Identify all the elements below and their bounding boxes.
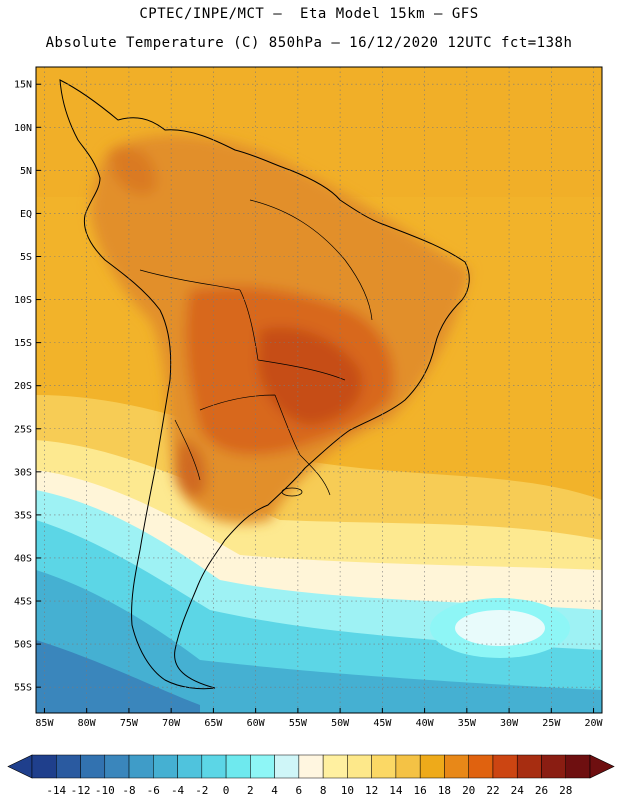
- lat-label: 20S: [14, 381, 32, 392]
- colorbar-label: 26: [535, 784, 548, 797]
- lat-label: 25S: [14, 424, 32, 435]
- colorbar-label: 24: [511, 784, 525, 797]
- colorbar-label: 0: [223, 784, 230, 797]
- lat-label: 10S: [14, 295, 32, 306]
- colorbar-label: 16: [414, 784, 427, 797]
- colorbar-label: -2: [195, 784, 208, 797]
- colorbar-swatch: [516, 754, 542, 779]
- colorbar-swatch: [492, 754, 518, 779]
- colorbar-swatch: [201, 754, 227, 779]
- colorbar-low-arrow: [7, 754, 33, 779]
- colorbar-label: -10: [95, 784, 115, 797]
- map-title-line-2: Absolute Temperature (C) 850hPa — 16/12/…: [45, 35, 573, 51]
- colorbar-swatch: [31, 754, 57, 779]
- colorbar-swatch: [419, 754, 445, 779]
- lat-label: 10N: [14, 123, 32, 134]
- map-frame: [35, 66, 603, 714]
- colorbar-swatch: [128, 754, 154, 779]
- lat-label: 5S: [20, 252, 32, 263]
- lat-label: 15N: [14, 80, 32, 91]
- colorbar-label: -8: [122, 784, 135, 797]
- lon-label: 30W: [500, 718, 519, 729]
- colorbar-swatch: [250, 754, 275, 779]
- temperature-colorbar: -14 -12 -10 -8 -6 -4 -2 0 2 4 6 8 10 12 14 16 18 20 22 24 26…: [7, 754, 615, 797]
- lon-label: 35W: [458, 718, 477, 729]
- lat-label: 35S: [14, 510, 32, 521]
- colorbar-swatch: [104, 754, 130, 779]
- colorbar-label: 10: [341, 784, 354, 797]
- lat-label: 5N: [20, 166, 32, 177]
- colorbar-high-arrow: [589, 754, 615, 779]
- colorbar-label: 20: [462, 784, 475, 797]
- colorbar-swatch: [444, 754, 469, 779]
- colorbar-label: 18: [438, 784, 451, 797]
- lat-label: 15S: [14, 338, 32, 349]
- colorbar-swatch: [153, 754, 178, 779]
- lat-label: 40S: [14, 553, 32, 564]
- axis-ticks: 85W 80W 75W 70W 65W 60W 55W 50W 45W 40W 35W 30W 25W 2…: [14, 80, 604, 729]
- colorbar-swatch: [56, 754, 81, 779]
- colorbar-swatch: [565, 754, 591, 779]
- lon-label: 55W: [289, 718, 308, 729]
- colorbar-swatch: [541, 754, 566, 779]
- lon-label: 45W: [373, 718, 392, 729]
- map-title-line-1: CPTEC/INPE/MCT — Eta Model 15km — GFS: [139, 6, 479, 22]
- lon-label: 85W: [35, 718, 54, 729]
- lon-label: 70W: [162, 718, 181, 729]
- colorbar-label: 6: [296, 784, 303, 797]
- colorbar-label: 8: [320, 784, 327, 797]
- colorbar-label: -4: [171, 784, 185, 797]
- colorbar-label: 22: [486, 784, 499, 797]
- colorbar-swatch: [468, 754, 494, 779]
- colorbar-label: -12: [71, 784, 91, 797]
- colorbar-swatch: [225, 754, 251, 779]
- temperature-field: [36, 67, 602, 713]
- colorbar-swatch: [322, 754, 348, 779]
- colorbar-label: 2: [247, 784, 254, 797]
- lon-label: 80W: [78, 718, 97, 729]
- colorbar-label: 14: [389, 784, 403, 797]
- colorbar-swatch: [80, 754, 106, 779]
- lon-label: 65W: [204, 718, 223, 729]
- lon-label: 75W: [120, 718, 139, 729]
- lat-label: 50S: [14, 640, 32, 651]
- south-america-coastline: [59, 79, 470, 690]
- colorbar-swatch: [298, 754, 324, 779]
- colorbar-label: -14: [46, 784, 66, 797]
- lon-label: 40W: [416, 718, 435, 729]
- colorbar-label: 12: [365, 784, 378, 797]
- lat-label: EQ: [20, 209, 32, 220]
- lat-label: 55S: [14, 683, 32, 694]
- colorbar-label: 28: [559, 784, 572, 797]
- lat-label: 45S: [14, 597, 32, 608]
- colorbar-label: 4: [271, 784, 278, 797]
- colorbar-swatch: [395, 754, 421, 779]
- colorbar-swatch: [177, 754, 203, 779]
- lon-label: 25W: [542, 718, 561, 729]
- lat-label: 30S: [14, 467, 32, 478]
- lon-label: 20W: [585, 718, 604, 729]
- colorbar-swatch: [274, 754, 300, 779]
- lon-label: 60W: [247, 718, 266, 729]
- colorbar-label: -6: [147, 784, 160, 797]
- colorbar-swatch: [347, 754, 372, 779]
- colorbar-swatch: [371, 754, 397, 779]
- lagoon-outline: [281, 487, 303, 497]
- lon-label: 50W: [331, 718, 350, 729]
